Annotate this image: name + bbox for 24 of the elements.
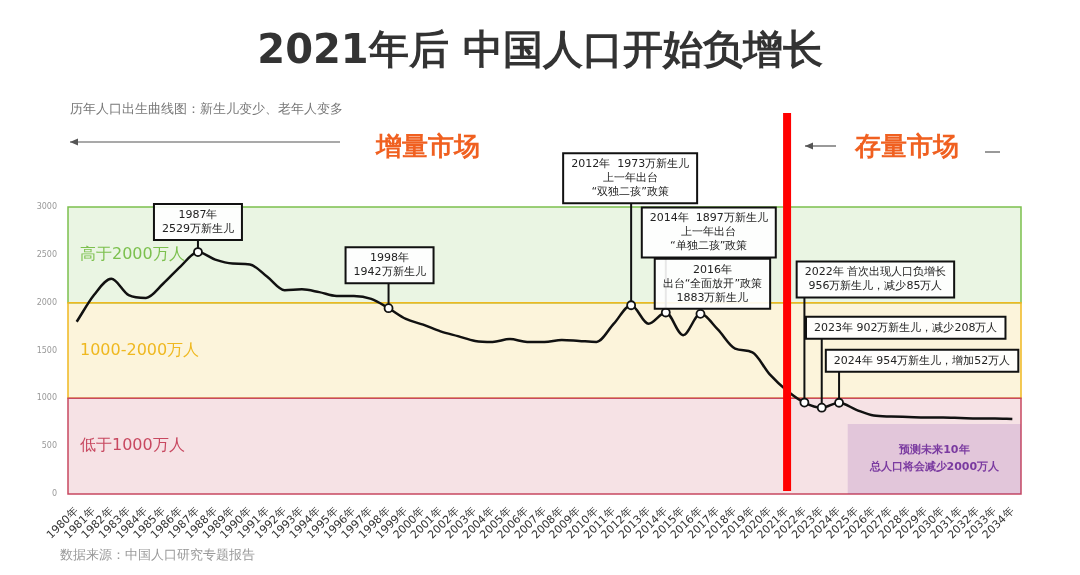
text: 存量市场 bbox=[854, 130, 959, 161]
annotation: 1998年1942万新生儿 bbox=[353, 251, 426, 279]
y-tick-label: 2000 bbox=[36, 297, 57, 307]
text: 增量市场 bbox=[375, 130, 480, 161]
annotation: 2024年 954万新生儿，增加52万人 bbox=[833, 353, 1011, 367]
annotation: 1987年2529万新生儿 bbox=[161, 207, 234, 235]
annotation: 2016年出台“全面放开”政策1883万新生儿 bbox=[662, 262, 763, 304]
chart-title: 2021年后 中国人口开始负增长 bbox=[256, 25, 824, 74]
band-label: 高于2000万人 bbox=[80, 243, 185, 263]
source-note: 数据来源：中国人口研究专题报告 bbox=[60, 547, 255, 563]
y-tick-label: 1000 bbox=[36, 393, 57, 403]
band-label: 预测未来10年总人口将会减少2000万人 bbox=[868, 443, 1001, 474]
annotation: 2022年 首次出现人口负增长956万新生儿，减少85万人 bbox=[804, 265, 947, 293]
band-label: 1000-2000万人 bbox=[80, 339, 200, 359]
annotation: 2023年 902万新生儿，减少208万人 bbox=[813, 320, 998, 334]
y-tick-label: 1500 bbox=[36, 345, 57, 355]
y-tick-label: 500 bbox=[41, 441, 57, 451]
y-tick-label: 0 bbox=[51, 489, 57, 499]
y-tick-label: 2500 bbox=[36, 249, 57, 259]
y-tick-label: 3000 bbox=[36, 202, 57, 212]
chart-subtitle: 历年人口出生曲线图：新生儿变少、老年人变多 bbox=[70, 100, 343, 118]
annotation: 2012年 1973万新生儿上一年出台“双独二孩”政策 bbox=[571, 157, 690, 199]
band-label: 低于1000万人 bbox=[80, 435, 185, 455]
annotation: 2014年 1897万新生儿上一年出台“单独二孩”政策 bbox=[649, 211, 768, 253]
